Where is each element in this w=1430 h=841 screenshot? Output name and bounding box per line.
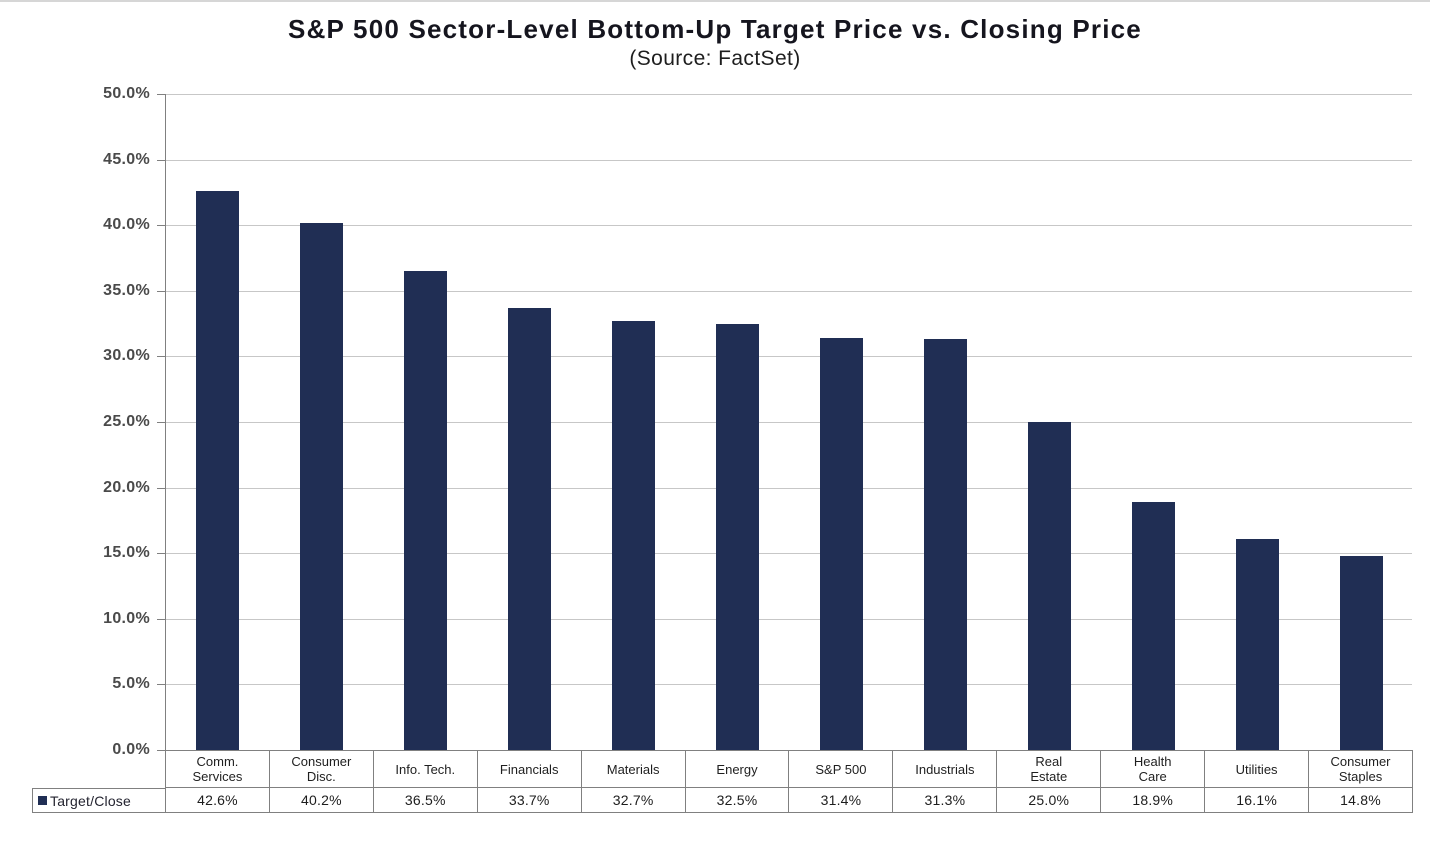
gridline — [166, 487, 1412, 489]
y-axis-label: 50.0% — [103, 85, 150, 102]
bar-financials — [508, 307, 552, 750]
bar-energy — [716, 323, 760, 750]
y-axis: 50.0% 45.0% 40.0% 35.0% 30.0% 25.0% 20.0% 15.0%… — [78, 2, 150, 841]
y-axis-label: 10.0% — [103, 609, 150, 627]
y-axis-label: 15.0% — [103, 544, 150, 562]
gridline — [166, 553, 1412, 555]
category-axis-row: Comm. Services Consumer Disc. Info. Tech. F… — [165, 750, 1413, 788]
category-cell-real-estate: Real Estate — [997, 750, 1102, 788]
bar-consumer-disc — [300, 222, 344, 750]
gridline — [166, 94, 1412, 95]
bar-consumer-staples — [1339, 555, 1383, 750]
gridline — [166, 684, 1412, 686]
y-axis-label: 20.0% — [103, 478, 150, 496]
category-cell-s-p-500: S&P 500 — [789, 750, 894, 788]
gridline — [166, 290, 1412, 292]
gridline — [166, 225, 1412, 227]
y-axis-tick — [157, 94, 165, 95]
legend-label: Target/Close — [50, 792, 131, 809]
legend-swatch-icon — [38, 796, 47, 805]
y-axis-label: 30.0% — [103, 347, 150, 365]
value-cell-financials: 33.7% — [477, 788, 582, 813]
y-axis-tick — [157, 225, 165, 227]
legend-target-close: Target/Close — [32, 788, 166, 813]
y-axis-label: 40.0% — [103, 216, 150, 234]
value-cell-energy: 32.5% — [685, 788, 790, 813]
value-cell-consumer-staples: 14.8% — [1309, 788, 1413, 813]
data-value-row: 42.6% 40.2% 36.5% 33.7% 32.7% 32.5% 31.4% 31.3%… — [165, 788, 1413, 813]
plot-area — [165, 94, 1412, 751]
category-cell-info-tech: Info. Tech. — [373, 750, 478, 788]
y-axis-tick — [157, 356, 165, 358]
chart-subtitle: (Source: FactSet) — [629, 47, 801, 70]
y-axis-label: 25.0% — [103, 413, 150, 430]
category-cell-financials: Financials — [477, 750, 582, 788]
value-cell-info-tech: 36.5% — [373, 788, 478, 813]
bar-health-care — [1131, 502, 1175, 750]
y-axis-tick — [157, 750, 165, 751]
y-axis-tick — [157, 159, 165, 161]
bar-comm-services — [196, 191, 240, 750]
y-axis-tick — [157, 553, 165, 555]
category-cell-comm-services: Comm. Services — [166, 750, 270, 788]
y-axis-tick — [157, 422, 165, 423]
value-cell-real-estate: 25.0% — [997, 788, 1102, 813]
value-cell-materials: 32.7% — [581, 788, 686, 813]
value-cell-industrials: 31.3% — [893, 788, 998, 813]
category-cell-energy: Energy — [685, 750, 790, 788]
y-axis-tick — [157, 487, 165, 489]
category-cell-health-care: Health Care — [1101, 750, 1206, 788]
y-axis-label: 45.0% — [103, 150, 150, 168]
y-axis-tick — [157, 290, 165, 292]
category-cell-utilities: Utilities — [1205, 750, 1310, 788]
gridline — [166, 618, 1412, 620]
category-cell-materials: Materials — [581, 750, 686, 788]
gridline — [166, 422, 1412, 423]
bar-s-p-500 — [819, 338, 863, 750]
category-cell-industrials: Industrials — [893, 750, 998, 788]
value-cell-s-p-500: 31.4% — [789, 788, 894, 813]
chart-title: S&P 500 Sector-Level Bottom-Up Target Pr… — [288, 14, 1142, 44]
y-axis-tick — [157, 618, 165, 620]
bar-info-tech — [404, 271, 448, 750]
value-cell-utilities: 16.1% — [1205, 788, 1310, 813]
bar-industrials — [923, 339, 967, 750]
y-axis-tick — [157, 684, 165, 686]
gridline — [166, 159, 1412, 161]
value-cell-health-care: 18.9% — [1101, 788, 1206, 813]
bar-utilities — [1235, 538, 1279, 750]
category-cell-consumer-disc: Consumer Disc. — [269, 750, 374, 788]
value-cell-comm-services: 42.6% — [166, 788, 270, 813]
bar-real-estate — [1027, 422, 1071, 750]
y-axis-label: 0.0% — [112, 741, 150, 758]
category-cell-consumer-staples: Consumer Staples — [1309, 750, 1413, 788]
value-cell-consumer-disc: 40.2% — [269, 788, 374, 813]
gridline — [166, 356, 1412, 358]
y-axis-label: 5.0% — [112, 675, 150, 693]
y-axis-label: 35.0% — [103, 281, 150, 299]
bar-materials — [612, 320, 656, 750]
